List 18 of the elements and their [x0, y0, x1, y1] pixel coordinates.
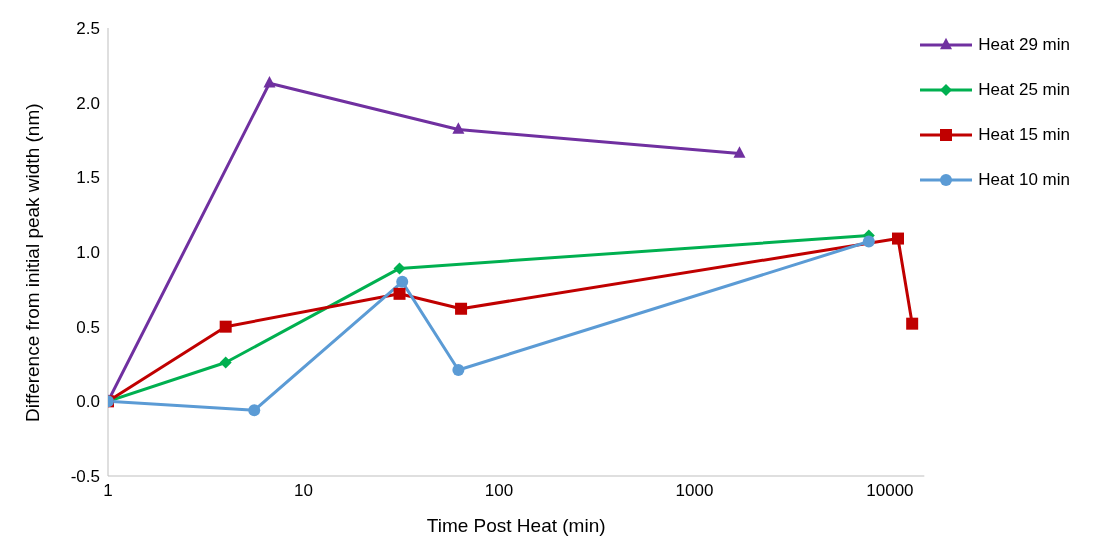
legend-label: Heat 10 min — [978, 169, 1070, 190]
y-tick-label: 1.5 — [76, 168, 100, 188]
legend-label: Heat 29 min — [978, 34, 1070, 55]
y-tick-label: 2.5 — [76, 19, 100, 39]
y-tick-label: 2.0 — [76, 93, 100, 113]
y-tick-label: -0.5 — [70, 467, 100, 487]
x-tick-label: 10000 — [866, 481, 914, 501]
x-tick-label: 1000 — [675, 481, 714, 501]
x-tick-label: 1 — [103, 481, 113, 501]
y-tick-label: 1.0 — [76, 243, 100, 263]
legend-label: Heat 15 min — [978, 124, 1070, 145]
x-axis-title: Time Post Heat (min) — [426, 515, 606, 536]
y-tick-label: 0.0 — [76, 392, 100, 412]
x-tick-label: 10 — [294, 481, 313, 501]
x-tick-label: 100 — [484, 481, 514, 501]
y-axis-title: Difference from initial peak width (nm) — [21, 103, 43, 422]
y-tick-label: 0.5 — [76, 317, 100, 337]
legend-label: Heat 25 min — [978, 79, 1070, 100]
